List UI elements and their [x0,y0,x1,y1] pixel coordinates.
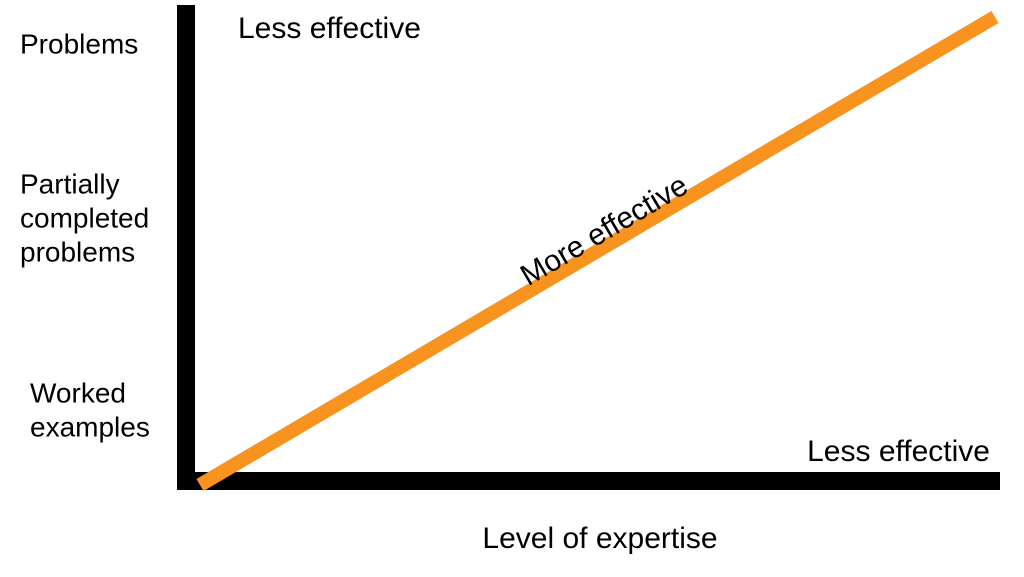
svg-text:examples: examples [30,411,150,442]
svg-text:Problems: Problems [20,28,138,59]
chart-svg: Problems Partiallycompletedproblems Worked… [0,0,1024,577]
x-axis [177,472,1000,490]
svg-text:Partially: Partially [20,168,120,199]
x-axis-title: Level of expertise [482,522,717,555]
annotation-less-effective-top: Less effective [238,12,421,45]
svg-text:problems: problems [20,236,135,267]
svg-text:completed: completed [20,202,149,233]
annotation-less-effective-bottom: Less effective [807,435,990,468]
svg-text:Worked: Worked [30,377,126,408]
y-axis [177,5,195,490]
expertise-effectiveness-chart: Problems Partiallycompletedproblems Worked… [0,0,1024,577]
y-axis-label-0: Problems [20,28,138,59]
